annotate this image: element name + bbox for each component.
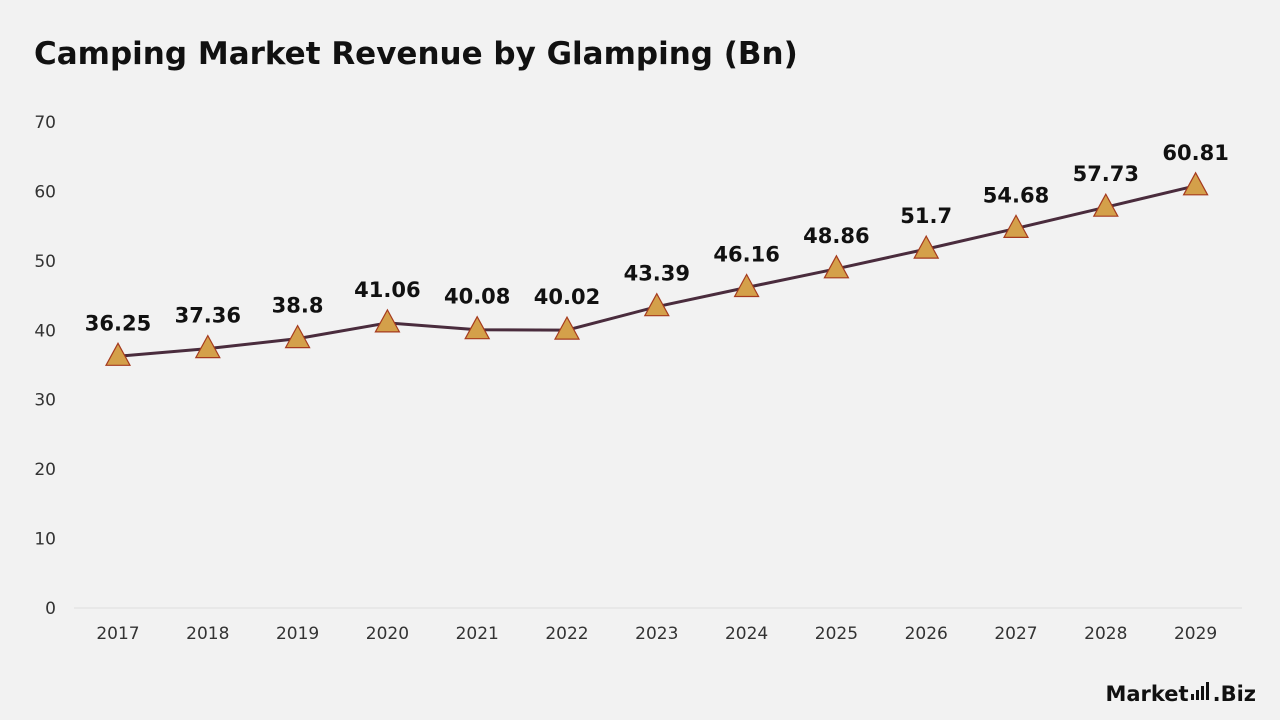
x-tick-label: 2025 xyxy=(815,624,858,644)
y-tick-label: 50 xyxy=(34,252,56,272)
y-axis: 0 10 20 30 40 50 60 70 xyxy=(34,113,56,619)
y-tick-label: 10 xyxy=(34,530,56,550)
x-tick-label: 2027 xyxy=(994,624,1037,644)
bar-chart-icon xyxy=(1190,682,1211,700)
data-point-marker xyxy=(194,334,221,359)
data-point-marker xyxy=(1092,192,1119,217)
y-tick-label: 20 xyxy=(34,460,56,480)
y-tick-label: 60 xyxy=(34,182,56,202)
y-tick-label: 30 xyxy=(34,391,56,411)
y-tick-label: 0 xyxy=(45,599,56,619)
brand-logo: Market .Biz xyxy=(1105,682,1256,706)
data-label: 38.8 xyxy=(272,294,324,318)
x-tick-label: 2021 xyxy=(456,624,499,644)
brand-name-prefix: Market xyxy=(1105,682,1189,706)
x-tick-label: 2029 xyxy=(1174,624,1217,644)
y-tick-label: 70 xyxy=(34,113,56,133)
data-point-marker xyxy=(823,254,850,279)
data-label: 40.08 xyxy=(444,285,510,309)
data-label: 41.06 xyxy=(354,278,420,302)
data-point-marker xyxy=(733,273,760,298)
data-point-marker xyxy=(104,342,132,366)
chart-title: Camping Market Revenue by Glamping (Bn) xyxy=(34,36,798,72)
data-label: 51.7 xyxy=(900,204,952,228)
data-label: 48.86 xyxy=(803,224,869,248)
x-tick-label: 2022 xyxy=(545,624,588,644)
data-point-marker xyxy=(913,234,940,259)
data-label: 43.39 xyxy=(624,262,690,286)
data-label: 54.68 xyxy=(983,183,1049,207)
data-point-marker xyxy=(284,324,311,349)
data-label: 46.16 xyxy=(713,243,779,267)
data-point-marker xyxy=(1002,214,1030,238)
data-point-marker xyxy=(553,315,581,340)
x-tick-label: 2024 xyxy=(725,624,768,644)
markers xyxy=(104,171,1209,366)
data-label: 60.81 xyxy=(1162,141,1228,165)
data-labels: 36.25 37.36 38.8 41.06 40.08 40.02 43.39 46.16 4… xyxy=(85,141,1229,336)
data-label: 37.36 xyxy=(175,304,241,328)
y-tick-label: 40 xyxy=(34,321,56,341)
x-tick-label: 2017 xyxy=(96,624,139,644)
data-point-marker xyxy=(643,292,670,317)
data-point-marker xyxy=(374,308,401,333)
brand-name-suffix: .Biz xyxy=(1212,682,1256,706)
x-tick-label: 2019 xyxy=(276,624,319,644)
x-tick-label: 2018 xyxy=(186,624,229,644)
x-tick-label: 2028 xyxy=(1084,624,1127,644)
data-point-marker xyxy=(1182,171,1209,196)
x-axis: 2017 2018 2019 2020 2021 2022 2023 2024 2025 2026… xyxy=(96,624,1217,644)
data-label: 57.73 xyxy=(1073,162,1139,186)
data-point-marker xyxy=(464,315,491,340)
data-label: 40.02 xyxy=(534,285,600,309)
x-tick-label: 2020 xyxy=(366,624,409,644)
data-label: 36.25 xyxy=(85,311,151,335)
x-tick-label: 2023 xyxy=(635,624,678,644)
x-tick-label: 2026 xyxy=(905,624,948,644)
